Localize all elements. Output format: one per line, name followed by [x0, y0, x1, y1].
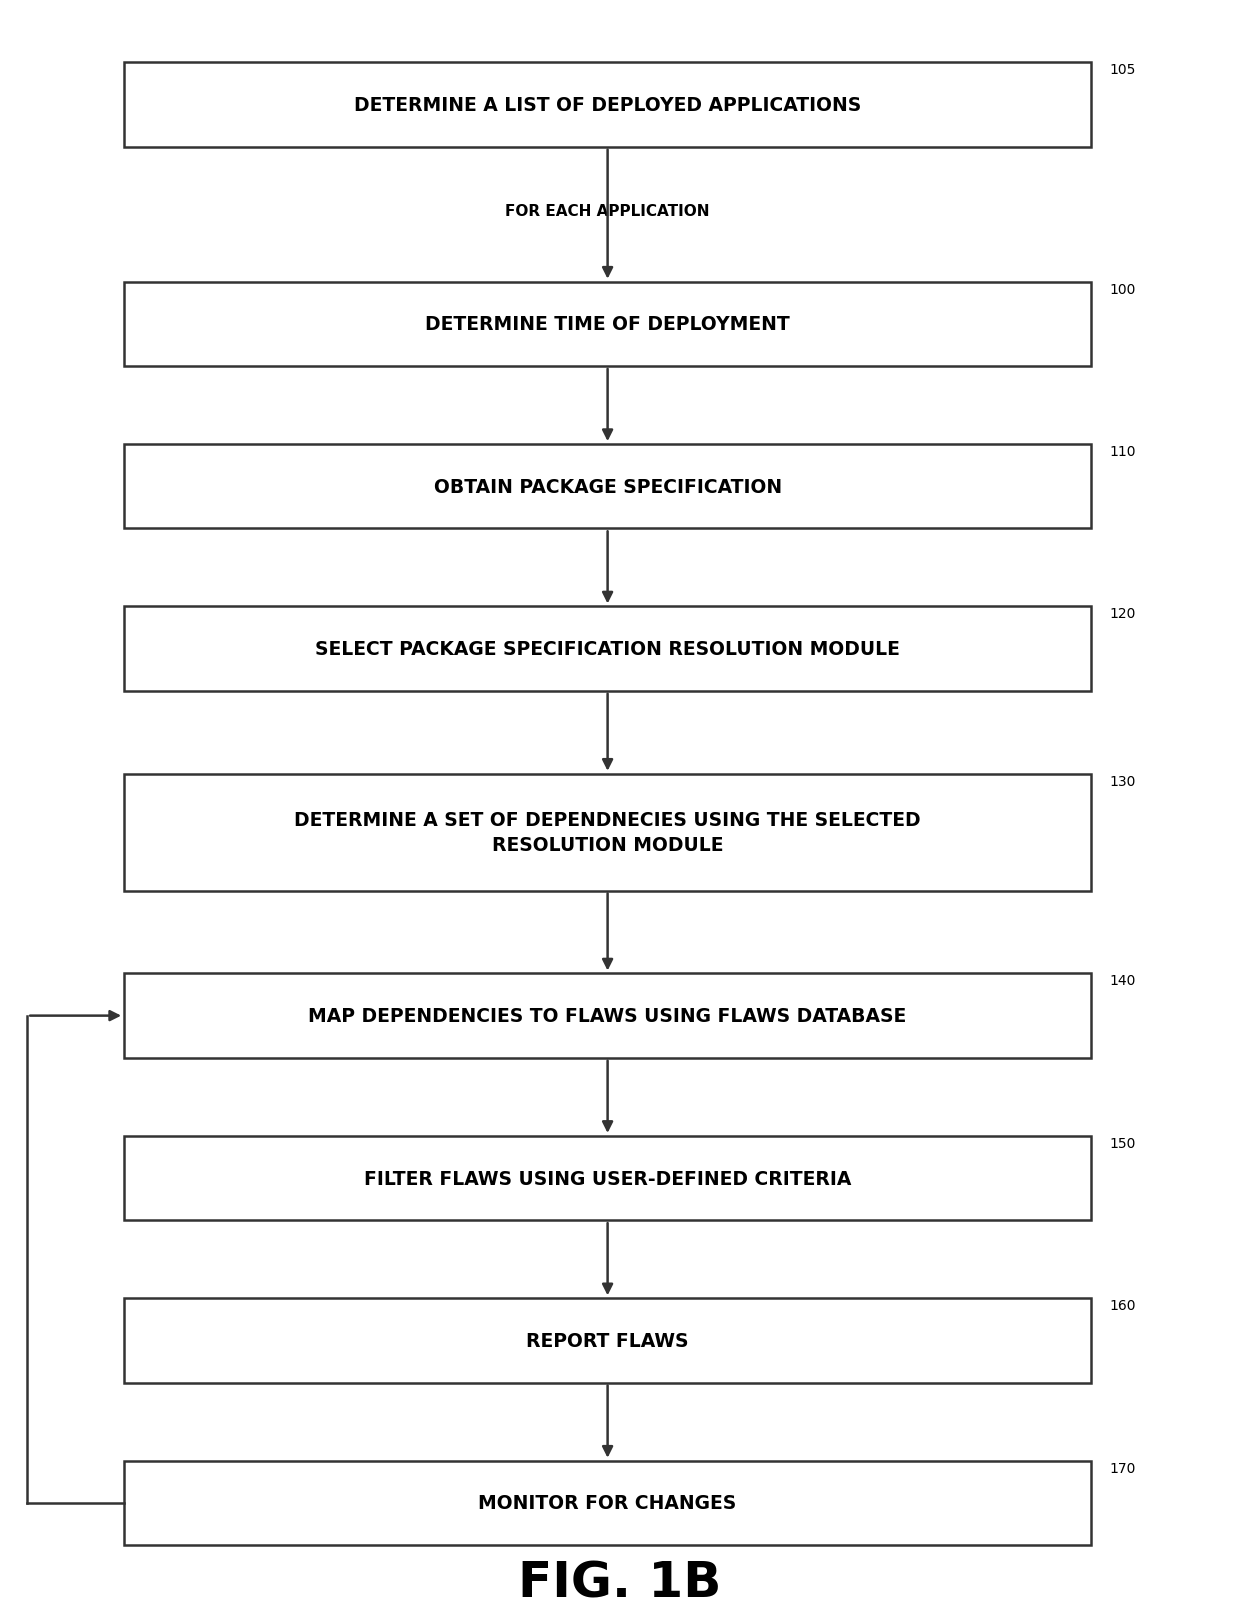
Text: 100: 100 — [1110, 282, 1136, 297]
Text: REPORT FLAWS: REPORT FLAWS — [526, 1331, 689, 1350]
Text: 120: 120 — [1110, 607, 1136, 622]
Text: 110: 110 — [1110, 445, 1136, 459]
Text: 150: 150 — [1110, 1136, 1136, 1151]
Text: 170: 170 — [1110, 1461, 1136, 1475]
FancyBboxPatch shape — [124, 282, 1091, 367]
FancyBboxPatch shape — [124, 774, 1091, 891]
Text: 130: 130 — [1110, 774, 1136, 789]
Text: 140: 140 — [1110, 974, 1136, 988]
Text: 105: 105 — [1110, 63, 1136, 78]
FancyBboxPatch shape — [124, 607, 1091, 691]
FancyBboxPatch shape — [124, 445, 1091, 529]
Text: DETERMINE TIME OF DEPLOYMENT: DETERMINE TIME OF DEPLOYMENT — [425, 315, 790, 334]
Text: OBTAIN PACKAGE SPECIFICATION: OBTAIN PACKAGE SPECIFICATION — [434, 477, 781, 497]
FancyBboxPatch shape — [124, 974, 1091, 1058]
FancyBboxPatch shape — [124, 1298, 1091, 1383]
FancyBboxPatch shape — [124, 1461, 1091, 1545]
Text: 160: 160 — [1110, 1298, 1136, 1313]
Text: FILTER FLAWS USING USER-DEFINED CRITERIA: FILTER FLAWS USING USER-DEFINED CRITERIA — [363, 1169, 852, 1188]
FancyBboxPatch shape — [124, 63, 1091, 148]
Text: FIG. 1B: FIG. 1B — [518, 1558, 722, 1607]
Text: SELECT PACKAGE SPECIFICATION RESOLUTION MODULE: SELECT PACKAGE SPECIFICATION RESOLUTION … — [315, 639, 900, 659]
FancyBboxPatch shape — [124, 1136, 1091, 1220]
Text: FOR EACH APPLICATION: FOR EACH APPLICATION — [506, 203, 709, 219]
Text: MAP DEPENDENCIES TO FLAWS USING FLAWS DATABASE: MAP DEPENDENCIES TO FLAWS USING FLAWS DA… — [309, 1006, 906, 1026]
Text: DETERMINE A SET OF DEPENDNECIES USING THE SELECTED
RESOLUTION MODULE: DETERMINE A SET OF DEPENDNECIES USING TH… — [294, 810, 921, 855]
Text: MONITOR FOR CHANGES: MONITOR FOR CHANGES — [479, 1493, 737, 1513]
Text: DETERMINE A LIST OF DEPLOYED APPLICATIONS: DETERMINE A LIST OF DEPLOYED APPLICATION… — [353, 96, 862, 115]
